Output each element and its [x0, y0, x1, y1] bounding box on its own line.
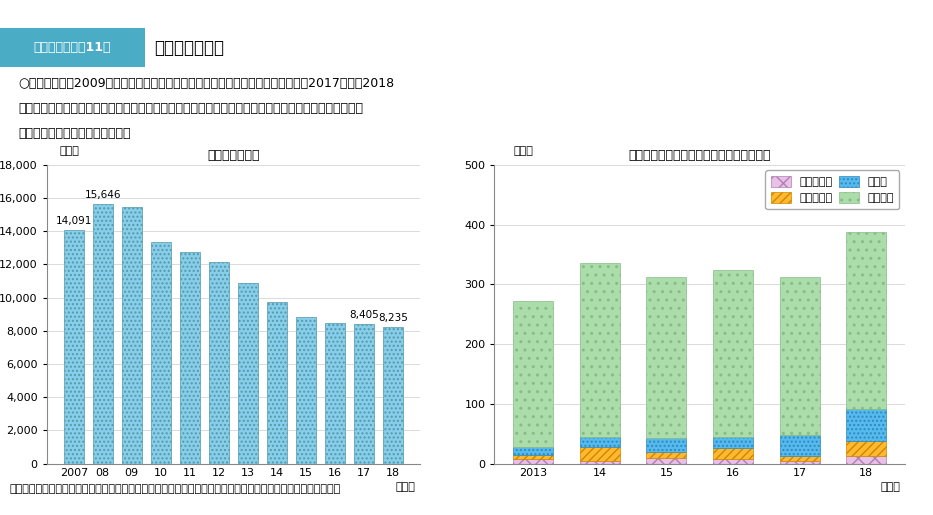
- Bar: [780, 277, 820, 435]
- Bar: [121, 207, 142, 464]
- Bar: [713, 459, 753, 464]
- Title: 倒産件数の推移: 倒産件数の推移: [207, 149, 259, 162]
- Bar: [63, 230, 84, 464]
- Bar: [647, 457, 687, 464]
- Bar: [579, 460, 620, 464]
- Bar: [383, 327, 403, 464]
- Bar: [0, 28, 145, 67]
- Text: 8,235: 8,235: [378, 313, 408, 323]
- Bar: [846, 408, 886, 441]
- Bar: [846, 441, 886, 456]
- Text: 資料出所　（株）東京商工リサーチ「全国企業倒産状況」をもとに厚生労働省政策統括官付政策統括室にて作成: 資料出所 （株）東京商工リサーチ「全国企業倒産状況」をもとに厚生労働省政策統括官…: [9, 484, 341, 494]
- Bar: [780, 456, 820, 460]
- Bar: [846, 456, 886, 464]
- Bar: [780, 460, 820, 464]
- Bar: [713, 437, 753, 448]
- Bar: [267, 302, 286, 464]
- Bar: [713, 270, 753, 437]
- Bar: [846, 232, 886, 408]
- Text: ○　倒産件数は2009年以降減少が続いている。一方で、人手不足関連倒産件数は2017年から2018: ○ 倒産件数は2009年以降減少が続いている。一方で、人手不足関連倒産件数は20…: [19, 77, 395, 90]
- Text: 年にかけて増加しており、また、要因別でみると、「後継者難」型が大半を占める中、「求人難」型: 年にかけて増加しており、また、要因別でみると、「後継者難」型が大半を占める中、「…: [19, 102, 364, 115]
- Bar: [180, 252, 200, 464]
- Bar: [579, 263, 620, 437]
- Text: （件）: （件）: [60, 146, 79, 156]
- Text: （年）: （年）: [396, 482, 415, 491]
- Bar: [0, 67, 933, 73]
- Bar: [647, 452, 687, 457]
- Bar: [513, 459, 553, 464]
- Text: 15,646: 15,646: [85, 190, 121, 200]
- Text: 8,405: 8,405: [349, 310, 379, 320]
- Bar: [713, 448, 753, 459]
- Bar: [92, 204, 113, 464]
- Bar: [780, 435, 820, 456]
- Text: 等の倒産件数が増加している。: 等の倒産件数が増加している。: [19, 127, 131, 140]
- Bar: [513, 448, 553, 455]
- Text: （件）: （件）: [513, 146, 533, 156]
- Text: 倒産企業の状況: 倒産企業の状況: [154, 39, 224, 57]
- Bar: [150, 243, 171, 464]
- Bar: [579, 437, 620, 448]
- Bar: [647, 438, 687, 452]
- Bar: [579, 448, 620, 460]
- Bar: [296, 317, 316, 464]
- Text: 第１－（１）－11図: 第１－（１）－11図: [34, 41, 111, 54]
- Bar: [238, 283, 258, 464]
- Bar: [513, 455, 553, 459]
- Bar: [513, 301, 553, 448]
- Title: 要因別でみた人手不足関連倒産件数の推移: 要因別でみた人手不足関連倒産件数の推移: [629, 149, 771, 162]
- Bar: [354, 324, 374, 464]
- Bar: [325, 323, 345, 464]
- Text: 14,091: 14,091: [56, 215, 92, 226]
- Text: （年）: （年）: [881, 482, 900, 491]
- Legend: 従業員退職, 人件費高騰, 求人難, 後継者難: 従業員退職, 人件費高騰, 求人難, 後継者難: [765, 170, 899, 209]
- Bar: [209, 262, 229, 464]
- Bar: [647, 277, 687, 438]
